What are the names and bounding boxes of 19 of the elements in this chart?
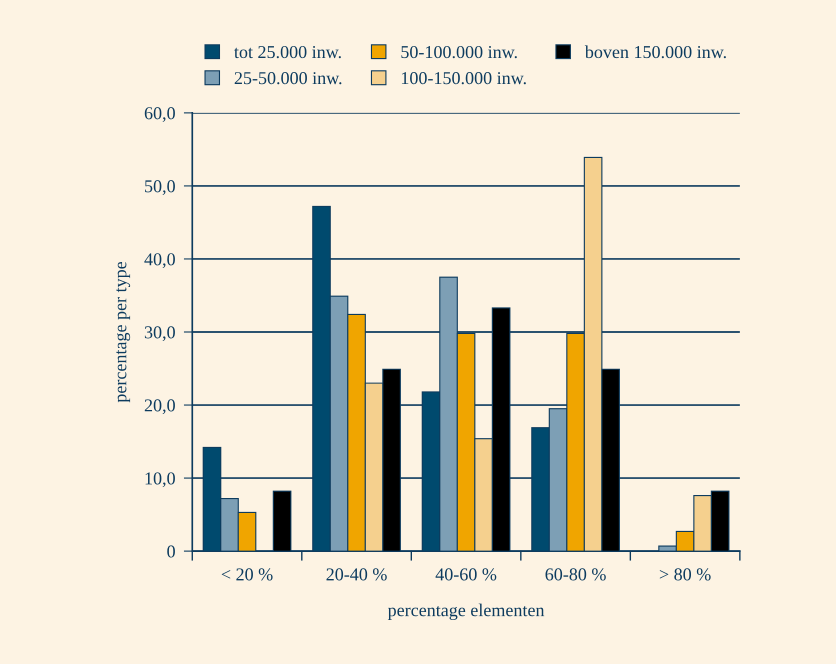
legend-label: 25-50.000 inw. xyxy=(234,72,342,84)
legend-label: 50-100.000 inw. xyxy=(401,46,517,58)
x-tick-label: 60-80 % xyxy=(546,568,606,581)
y-tick-label: 20,0 xyxy=(144,399,175,414)
x-tick-label: < 20 % xyxy=(222,568,273,581)
y-tick-label: 10,0 xyxy=(146,472,175,488)
x-tick-label: > 80 % xyxy=(660,568,711,581)
x-tick-label: 40-60 % xyxy=(436,568,496,581)
legend-label: boven 150.000 inw. xyxy=(584,45,726,58)
y-tick-label: 40,0 xyxy=(144,253,175,268)
x-tick-label: 20-40 % xyxy=(326,568,387,581)
y-axis-title: percentage per type xyxy=(116,262,130,402)
y-tick-label: 60,0 xyxy=(144,107,175,122)
y-tick-label: 30,0 xyxy=(144,326,175,342)
y-tick-label: 50,0 xyxy=(145,180,175,195)
x-axis-title: percentage elementen xyxy=(388,604,544,620)
legend-label: tot 25.000 inw. xyxy=(234,46,341,58)
y-tick-label: 0 xyxy=(167,545,175,558)
legend-label: 100-150.000 inw. xyxy=(402,72,526,84)
